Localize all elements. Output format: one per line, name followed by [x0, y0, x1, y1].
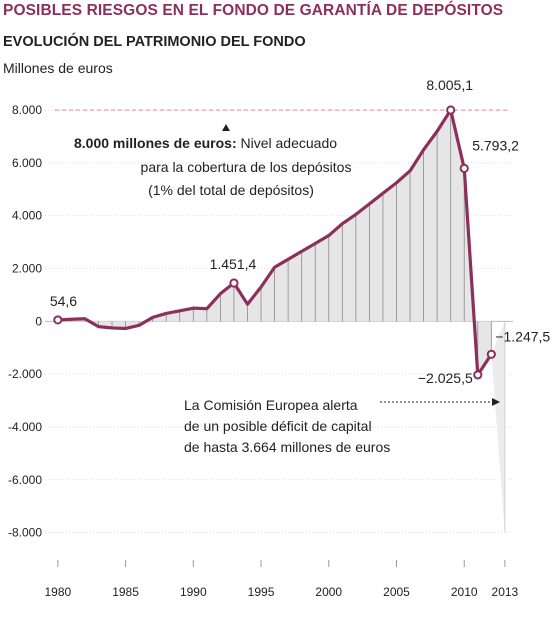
x-tick-label: 1990	[180, 585, 207, 599]
data-point	[459, 163, 469, 173]
y-tick-label: -4.000	[8, 420, 42, 434]
stripes-layer	[57, 109, 492, 375]
points-layer	[53, 105, 496, 380]
line-layer	[56, 108, 493, 377]
data-labels: 54,6 1.451,4 8.005,1 5.793,2 −2.025,5 −1.247,…	[50, 77, 551, 386]
arrow-up-icon	[222, 124, 230, 131]
data-label: 54,6	[50, 293, 77, 309]
y-tick-label: -8.000	[8, 526, 42, 540]
y-tick-label: -6.000	[8, 473, 42, 487]
y-tick-label: 2.000	[12, 262, 42, 276]
unit-label: Millones de euros	[3, 60, 113, 76]
data-point	[486, 349, 496, 359]
x-tick-label: 2013	[492, 585, 519, 599]
data-label: −1.247,5	[495, 328, 550, 344]
warning-annotation-line2: de un posible déficit de capital	[184, 418, 372, 434]
x-tick-label: 1980	[44, 585, 71, 599]
x-tick-label: 2005	[383, 585, 410, 599]
y-tick-label: -2.000	[8, 367, 42, 381]
data-label: 1.451,4	[210, 256, 257, 272]
projection-area	[491, 321, 505, 533]
data-point	[53, 315, 63, 325]
x-tick-label: 1985	[112, 585, 139, 599]
target-annotation-line1: 8.000 millones de euros: Nivel adecuado	[74, 135, 337, 151]
warning-annotation-line3: de hasta 3.664 millones de euros	[184, 439, 390, 455]
data-label: 5.793,2	[472, 137, 519, 153]
data-point	[229, 278, 239, 288]
data-point	[473, 370, 483, 380]
target-annotation-line2: para la cobertura de los depósitos	[141, 159, 352, 175]
y-tick-label: 0	[35, 314, 42, 328]
y-tick-label: 8.000	[12, 103, 42, 117]
chart-subtitle: EVOLUCIÓN DEL PATRIMONIO DEL FONDO	[3, 34, 306, 50]
x-tick-label: 1995	[248, 585, 275, 599]
series-line	[56, 108, 493, 377]
target-annotation-rest: Nivel adecuado	[237, 135, 338, 151]
y-tick-label: 6.000	[12, 156, 42, 170]
chart-title: POSIBLES RIESGOS EN EL FONDO DE GARANTÍA…	[3, 2, 504, 19]
y-tick-label: 4.000	[12, 209, 42, 223]
x-tick-label: 2010	[451, 585, 478, 599]
data-point	[446, 105, 456, 115]
x-axis-ticks: 1980 1985 1990 1995 2000 2005 2010 2013	[44, 560, 519, 599]
y-axis-ticks: 8.000 6.000 4.000 2.000 0 -2.000 -4.000 -6.000 -…	[8, 103, 42, 539]
target-annotation-bold: 8.000 millones de euros:	[74, 135, 237, 151]
arrow-right-icon	[492, 398, 500, 406]
data-label: 8.005,1	[426, 77, 473, 93]
warning-annotation-line1: La Comisión Europea alerta	[184, 397, 358, 413]
target-annotation-line3: (1% del total de depósitos)	[148, 182, 314, 198]
x-tick-label: 2000	[315, 585, 342, 599]
data-label: −2.025,5	[418, 370, 473, 386]
